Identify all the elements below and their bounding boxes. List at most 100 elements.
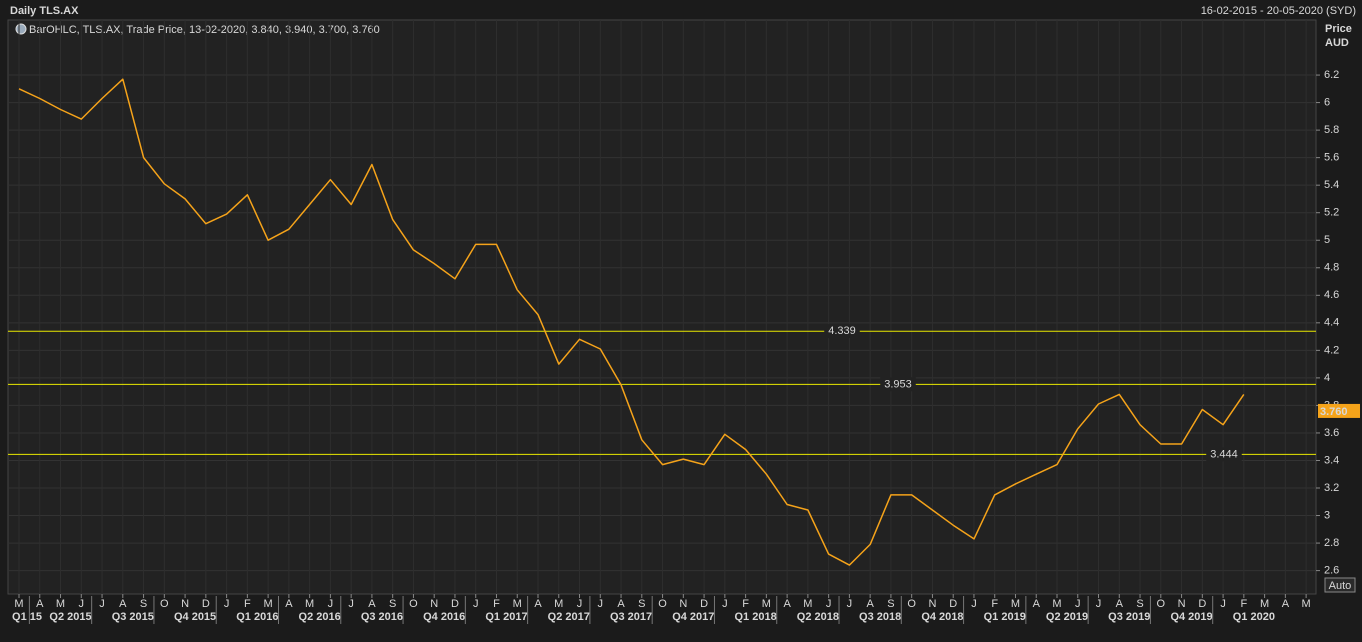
reference-label-bg: [1206, 447, 1242, 462]
x-tick-label: D: [949, 598, 957, 610]
reference-label: 4.339: [828, 325, 856, 337]
x-tick-label: O: [1157, 598, 1166, 610]
last-price-tag: [1318, 403, 1360, 418]
x-tick-label: F: [493, 598, 500, 610]
x-tick-label: F: [244, 598, 251, 610]
x-tick-label: J: [473, 598, 479, 610]
legend: BarOHLC, TLS.AX, Trade Price, 13-02-2020…: [29, 24, 380, 36]
y-tick-label: 4.6: [1324, 289, 1339, 301]
x-tick-label: N: [181, 598, 189, 610]
x-tick-label: O: [160, 598, 169, 610]
x-tick-label: S: [1136, 598, 1143, 610]
x-tick-label: J: [598, 598, 604, 610]
quarter-label: Q2 2015: [49, 611, 91, 623]
quarter-label: Q1 2019: [984, 611, 1026, 623]
reference-label: 3.953: [884, 378, 912, 390]
y-tick-label: 5.4: [1324, 179, 1339, 191]
x-tick-label: M: [803, 598, 812, 610]
x-tick-label: A: [1116, 598, 1124, 610]
y-axis-label: Price: [1325, 23, 1352, 35]
y-tick-label: 3.2: [1324, 482, 1339, 494]
y-tick-label: 3: [1324, 509, 1330, 521]
x-tick-label: M: [1260, 598, 1269, 610]
x-tick-label: S: [389, 598, 396, 610]
x-tick-label: J: [99, 598, 105, 610]
y-tick-label: 4.8: [1324, 262, 1339, 274]
auto-button-label[interactable]: Auto: [1329, 580, 1352, 592]
reference-label: 3.444: [1210, 448, 1238, 460]
x-tick-label: A: [617, 598, 625, 610]
x-tick-label: A: [534, 598, 542, 610]
y-tick-label: 4: [1324, 372, 1330, 384]
x-tick-label: D: [202, 598, 210, 610]
quarter-label: Q3 2018: [859, 611, 901, 623]
x-tick-label: N: [1178, 598, 1186, 610]
x-tick-label: A: [368, 598, 376, 610]
x-tick-label: J: [1096, 598, 1102, 610]
x-tick-label: A: [36, 598, 44, 610]
quarter-label: Q4 2016: [423, 611, 465, 623]
x-tick-label: J: [1075, 598, 1081, 610]
y-tick-label: 4.4: [1324, 317, 1339, 329]
quarter-label: Q3 2015: [112, 611, 154, 623]
quarter-label: Q4 2015: [174, 611, 216, 623]
y-tick-label: 3.6: [1324, 427, 1339, 439]
y-tick-label: 6.2: [1324, 69, 1339, 81]
quarter-label: Q4 2017: [672, 611, 714, 623]
x-tick-label: J: [971, 598, 977, 610]
y-tick-label: 2.8: [1324, 537, 1339, 549]
reference-label-bg: [880, 377, 916, 392]
quarter-label: Q4 2018: [921, 611, 963, 623]
x-tick-label: J: [79, 598, 85, 610]
x-tick-label: M: [56, 598, 65, 610]
x-tick-label: M: [1302, 598, 1311, 610]
x-tick-label: A: [783, 598, 791, 610]
legend-icon: [15, 23, 27, 35]
x-tick-label: J: [847, 598, 853, 610]
x-tick-label: J: [328, 598, 334, 610]
y-tick-label: 5.6: [1324, 152, 1339, 164]
x-tick-label: N: [679, 598, 687, 610]
x-tick-label: S: [140, 598, 147, 610]
quarter-label: Q3 2019: [1108, 611, 1150, 623]
quarter-label: Q1 15: [12, 611, 42, 623]
x-tick-label: D: [451, 598, 459, 610]
x-tick-label: J: [1220, 598, 1226, 610]
x-tick-label: J: [722, 598, 728, 610]
auto-button[interactable]: [1324, 577, 1356, 593]
x-tick-label: A: [285, 598, 293, 610]
quarter-label: Q1 2020: [1233, 611, 1275, 623]
x-tick-label: O: [409, 598, 418, 610]
x-tick-label: D: [1198, 598, 1206, 610]
x-tick-label: D: [700, 598, 708, 610]
price-line: [18, 78, 1245, 566]
x-tick-label: M: [305, 598, 314, 610]
reference-label-bg: [824, 324, 860, 339]
x-tick-label: N: [430, 598, 438, 610]
x-tick-label: M: [1052, 598, 1061, 610]
y-tick-label: 5.8: [1324, 124, 1339, 136]
x-tick-label: F: [1240, 598, 1247, 610]
quarter-label: Q2 2019: [1046, 611, 1088, 623]
x-tick-label: A: [866, 598, 874, 610]
x-tick-label: S: [638, 598, 645, 610]
y-axis-unit: AUD: [1325, 37, 1349, 49]
x-tick-label: J: [826, 598, 832, 610]
x-tick-label: J: [348, 598, 354, 610]
quarter-label: Q1 2017: [485, 611, 527, 623]
x-tick-label: O: [658, 598, 667, 610]
quarter-label: Q1 2016: [236, 611, 278, 623]
quarter-label: Q4 2019: [1170, 611, 1212, 623]
x-tick-label: S: [887, 598, 894, 610]
y-tick-label: 5: [1324, 234, 1330, 246]
quarter-label: Q3 2016: [361, 611, 403, 623]
x-tick-label: O: [907, 598, 916, 610]
quarter-label: Q2 2018: [797, 611, 839, 623]
x-tick-label: M: [554, 598, 563, 610]
y-tick-label: 4.2: [1324, 344, 1339, 356]
y-tick-label: 6: [1324, 96, 1330, 108]
x-tick-label: M: [264, 598, 273, 610]
x-tick-label: M: [14, 598, 23, 610]
plot-area: [7, 19, 1317, 595]
